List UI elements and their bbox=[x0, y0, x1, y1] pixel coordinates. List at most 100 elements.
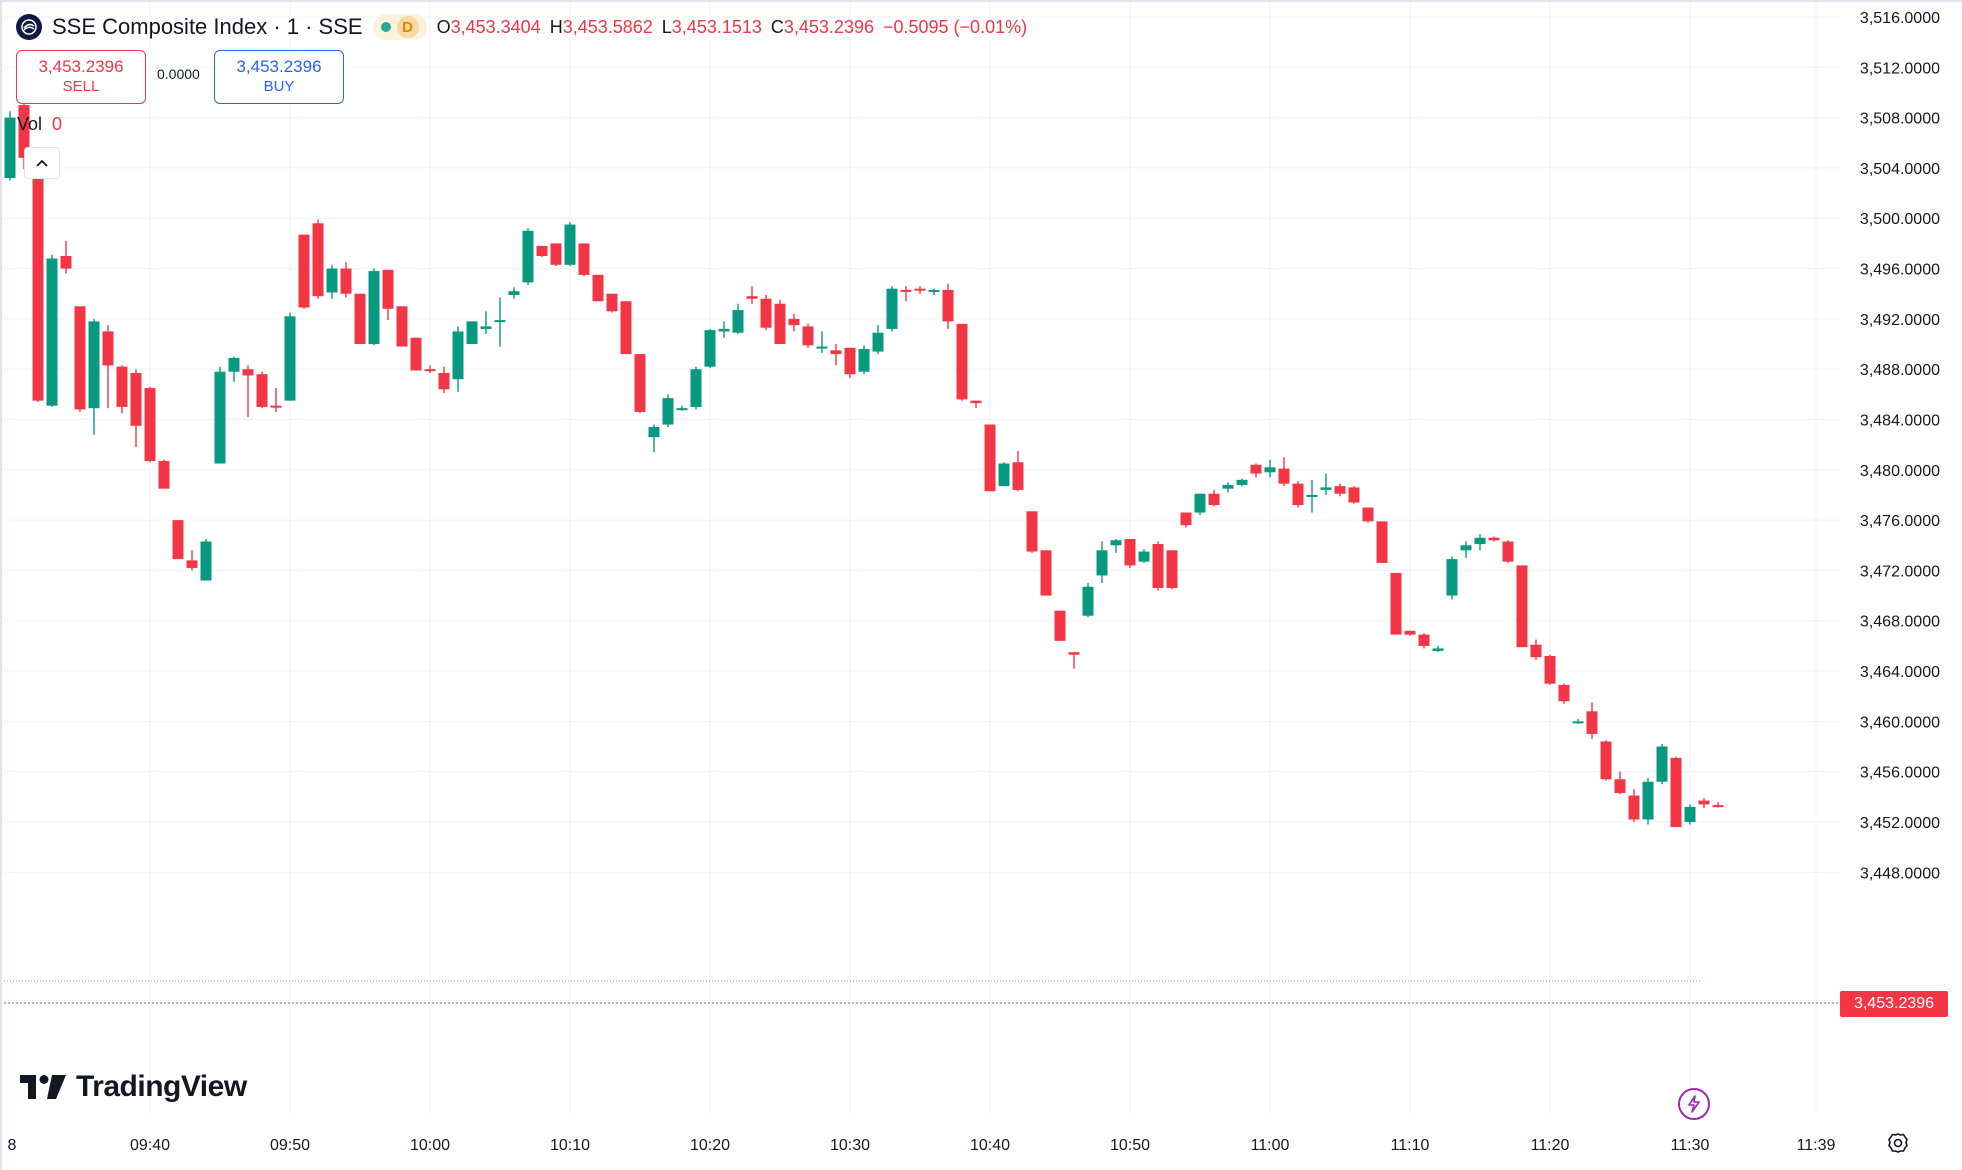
candle-body bbox=[144, 388, 156, 462]
x-tick-label: 10:20 bbox=[690, 1137, 730, 1154]
grid-lines bbox=[4, 2, 1840, 1115]
sell-price: 3,453.2396 bbox=[38, 57, 124, 76]
candle-body bbox=[4, 117, 16, 178]
candle-body bbox=[1082, 586, 1094, 616]
lightning-icon bbox=[1688, 1095, 1700, 1113]
y-tick-label: 3,456.0000 bbox=[1860, 765, 1940, 782]
y-tick-label: 3,476.0000 bbox=[1860, 513, 1940, 530]
candle-body bbox=[480, 326, 492, 329]
delayed-data-badge: D bbox=[396, 16, 419, 38]
candle-body bbox=[886, 288, 898, 329]
candle-body bbox=[1152, 544, 1164, 589]
candle-body bbox=[1446, 559, 1458, 596]
candle-body bbox=[550, 243, 562, 265]
volume-value: 0 bbox=[52, 114, 63, 134]
candle-body bbox=[130, 372, 142, 426]
candle-body bbox=[620, 301, 632, 355]
candle-body bbox=[802, 326, 814, 346]
candle-body bbox=[830, 350, 842, 355]
candle-body bbox=[1222, 484, 1234, 489]
x-tick-label: 11:30 bbox=[1671, 1137, 1710, 1154]
chevron-up-icon bbox=[36, 159, 48, 167]
candle-body bbox=[564, 224, 576, 265]
candle-body bbox=[522, 230, 534, 283]
open-value: 3,453.3404 bbox=[450, 16, 541, 37]
candle-body bbox=[1502, 541, 1514, 562]
candle-body bbox=[1334, 486, 1346, 494]
sell-label: SELL bbox=[62, 78, 100, 95]
flash-alert-button[interactable] bbox=[1678, 1088, 1710, 1120]
change-value: −0.5095 (−0.01%) bbox=[882, 16, 1028, 37]
candle-body bbox=[214, 371, 226, 464]
candle-body bbox=[88, 321, 100, 409]
candle-body bbox=[32, 169, 44, 401]
candle-body bbox=[676, 408, 688, 411]
candle-body bbox=[956, 323, 968, 400]
candle-body bbox=[1656, 746, 1668, 782]
buy-button[interactable]: 3,453.2396 BUY bbox=[214, 50, 344, 104]
chart-settings-button[interactable] bbox=[1885, 1130, 1911, 1156]
top-border bbox=[0, 0, 1962, 2]
tradingview-logo[interactable]: TradingView bbox=[20, 1070, 247, 1104]
candle-body bbox=[1180, 512, 1192, 526]
candle-body bbox=[1670, 757, 1682, 828]
sell-button[interactable]: 3,453.2396 SELL bbox=[16, 50, 146, 104]
y-tick-label: 3,460.0000 bbox=[1860, 714, 1940, 731]
candle-body bbox=[578, 243, 590, 275]
candle-body bbox=[1376, 521, 1388, 563]
left-border bbox=[0, 0, 2, 1170]
y-tick-label: 3,452.0000 bbox=[1860, 815, 1940, 832]
candle-body bbox=[1264, 467, 1276, 473]
candle-body bbox=[774, 303, 786, 345]
x-tick-label: 11:10 bbox=[1391, 1137, 1430, 1154]
y-tick-label: 3,488.0000 bbox=[1860, 362, 1940, 379]
y-tick-label: 3,468.0000 bbox=[1860, 614, 1940, 631]
x-tick-label: 11:20 bbox=[1531, 1137, 1570, 1154]
volume-legend[interactable]: Vol 0 bbox=[17, 114, 62, 135]
candle-body bbox=[1278, 468, 1290, 484]
price-axis[interactable]: 3,516.0000 3,512.0000 3,508.0000 3,504.0000… bbox=[1860, 10, 1940, 882]
candle-body bbox=[690, 369, 702, 407]
candle-body bbox=[452, 331, 464, 380]
candle-body bbox=[382, 269, 394, 309]
candle-body bbox=[1362, 507, 1374, 522]
candle-body bbox=[900, 289, 912, 292]
symbol-title[interactable]: SSE Composite Index · 1 · SSE bbox=[52, 14, 363, 39]
candle-body bbox=[424, 369, 436, 372]
candle-body bbox=[1642, 781, 1654, 820]
collapse-indicator-button[interactable] bbox=[24, 147, 60, 179]
candle-body bbox=[704, 330, 716, 367]
y-tick-label: 3,496.0000 bbox=[1860, 262, 1940, 279]
candle-body bbox=[718, 328, 730, 332]
spread-value: 0.0000 bbox=[157, 66, 200, 82]
candle-body bbox=[1698, 800, 1710, 805]
candle-body bbox=[172, 520, 184, 560]
candle-body bbox=[1600, 741, 1612, 780]
candle-body bbox=[158, 461, 170, 489]
candle-body bbox=[970, 400, 982, 404]
candle-body bbox=[1166, 550, 1178, 589]
y-tick-label: 3,516.0000 bbox=[1860, 10, 1940, 27]
sse-logo-icon bbox=[16, 14, 42, 40]
candle-body bbox=[1516, 565, 1528, 648]
candle-body bbox=[1474, 537, 1486, 545]
candle-body bbox=[1306, 494, 1318, 497]
candle-body bbox=[60, 255, 72, 269]
candle-body bbox=[396, 306, 408, 347]
y-tick-label: 3,472.0000 bbox=[1860, 563, 1940, 580]
candle-body bbox=[1572, 721, 1584, 724]
candle-body bbox=[1096, 550, 1108, 576]
data-status-badge[interactable]: D bbox=[372, 14, 427, 40]
candle-body bbox=[18, 105, 30, 158]
candle-body bbox=[256, 374, 268, 407]
market-status-dot-icon bbox=[380, 22, 391, 32]
candle-body bbox=[1250, 464, 1262, 474]
candle-body bbox=[872, 332, 884, 352]
time-axis[interactable]: 8 09:40 09:50 10:00 10:10 10:20 10:30 10:40 10:5… bbox=[8, 1137, 1836, 1154]
candle-body bbox=[1138, 551, 1150, 562]
gear-icon bbox=[1888, 1133, 1908, 1153]
candle-body bbox=[746, 296, 758, 299]
candle-body bbox=[116, 366, 128, 407]
candle-body bbox=[200, 541, 212, 581]
